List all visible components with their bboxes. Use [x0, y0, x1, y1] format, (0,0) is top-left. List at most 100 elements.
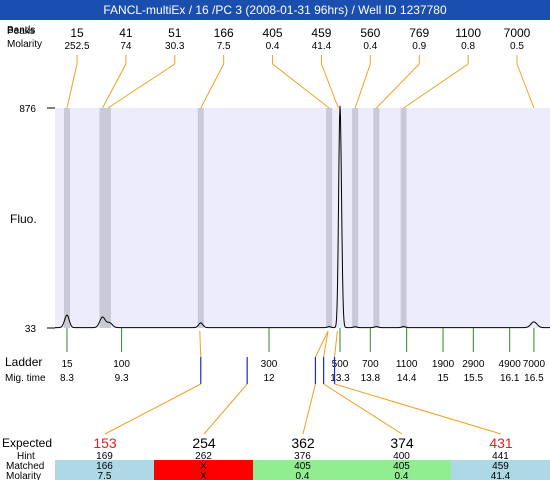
matched-value: 405: [294, 461, 311, 472]
peak-molarity-label: 0.4: [266, 41, 280, 52]
peak-molarity-label: 0.9: [412, 41, 426, 52]
peak-connector: [403, 63, 469, 109]
gel-band: [400, 108, 407, 328]
expected-connector: [323, 383, 403, 435]
gel-band: [99, 108, 106, 328]
peaks-row-label: Peaks: [7, 26, 35, 37]
matched-connector: [334, 330, 338, 358]
ladder-size-label: 100: [113, 359, 130, 370]
migration-time-label: 12: [263, 373, 275, 384]
peak-molarity-label: 0.5: [510, 41, 524, 52]
migration-time-label: 13.3: [330, 373, 350, 384]
expected-value: 153: [93, 435, 117, 451]
peak-molarity-label: 30.3: [165, 41, 185, 52]
ladder-size-label: 1100: [396, 359, 418, 370]
gel-band: [326, 108, 333, 328]
ladder-size-label: 300: [261, 359, 278, 370]
expected-value: 374: [390, 435, 414, 451]
match-status-cell: [253, 460, 352, 480]
migration-time-label: 14.4: [397, 373, 417, 384]
ladder-row-label: Ladder: [5, 355, 42, 369]
matched-connector: [314, 330, 329, 358]
peak-molarity-label: 252.5: [64, 41, 89, 52]
migration-time-label: 15.5: [464, 373, 484, 384]
ladder-size-label: 4900: [499, 359, 522, 370]
gel-band: [64, 108, 70, 328]
peak-connector: [320, 63, 339, 109]
hint-value: 441: [492, 451, 509, 462]
matched-value: 166: [96, 461, 113, 472]
matched-connector: [323, 330, 329, 358]
peak-size-label: 7000: [504, 26, 531, 40]
expected-value: 362: [291, 435, 315, 451]
ladder-size-label: 700: [362, 359, 379, 370]
hint-value: 169: [96, 451, 113, 462]
molarity-row-label: Molarity: [6, 471, 41, 480]
peak-size-label: 769: [409, 26, 429, 40]
gel-band: [104, 108, 111, 328]
peak-size-label: 41: [119, 26, 133, 40]
peak-molarity-label: 41.4: [312, 41, 332, 52]
migration-time-label: 13.8: [361, 373, 381, 384]
expected-row-label: Expected: [2, 436, 52, 450]
peak-connector: [376, 63, 420, 109]
hint-value: 376: [294, 451, 311, 462]
ladder-size-label: 15: [61, 359, 73, 370]
peak-size-label: 560: [360, 26, 380, 40]
hint-row-label: Hint: [17, 451, 35, 462]
peak-molarity-label: 0.8: [461, 41, 475, 52]
peak-molarity-label: 7.5: [217, 41, 231, 52]
peak-connector: [66, 63, 78, 109]
migration-time-label: 15: [437, 373, 449, 384]
y-tick-label: 33: [25, 324, 37, 335]
matched-value: 459: [492, 461, 509, 472]
migration-time-label: 16.5: [524, 373, 544, 384]
migration-time-label: 16.1: [500, 373, 520, 384]
matched-molarity-value: 0.4: [296, 471, 310, 480]
hint-value: 400: [393, 451, 410, 462]
migration-time-label: 9.3: [115, 373, 129, 384]
migration-time-label: 8.3: [60, 373, 74, 384]
match-status-cell: [352, 460, 451, 480]
peak-size-label: 459: [311, 26, 331, 40]
match-status-cell: [451, 460, 550, 480]
plot-area: [55, 108, 550, 328]
ladder-size-label: 2900: [462, 359, 485, 370]
match-status-cell: [55, 460, 154, 480]
peak-connector: [354, 63, 371, 109]
expected-connector: [334, 383, 502, 435]
peak-size-label: 15: [70, 26, 84, 40]
matched-molarity-value: 41.4: [491, 471, 511, 480]
peak-connector: [107, 63, 176, 109]
matched-molarity-value: X: [200, 471, 207, 480]
ladder-size-label: 500: [332, 359, 349, 370]
expected-connector: [302, 383, 316, 435]
peak-size-label: 1100: [455, 26, 481, 40]
expected-connector: [104, 383, 202, 435]
ladder-size-label: 7000: [523, 359, 546, 370]
matched-value: 405: [393, 461, 410, 472]
y-tick-label: 876: [19, 104, 36, 115]
y-axis-label: Fluo.: [10, 212, 37, 226]
expected-value: 254: [192, 435, 216, 451]
molarity-row-label: Molarity: [7, 39, 42, 50]
hint-value: 262: [195, 451, 212, 462]
peak-size-label: 166: [214, 26, 234, 40]
gel-band: [197, 108, 204, 328]
peak-connector: [200, 63, 225, 109]
peak-connector: [516, 63, 535, 109]
peak-molarity-label: 0.4: [363, 41, 377, 52]
fluorescence-trace: [55, 105, 550, 329]
peak-molarity-label: 74: [120, 41, 132, 52]
bands-row-label-overlap: Bands: [7, 25, 35, 36]
matched-molarity-value: 0.4: [395, 471, 409, 480]
matched-molarity-value: 7.5: [98, 471, 112, 480]
expected-connector: [203, 383, 248, 435]
window-title: FANCL-multiEx / 16 /PC 3 (2008-01-31 96h…: [0, 0, 550, 20]
migration-time-row-label: Mig. time: [5, 373, 46, 384]
match-status-cell: [154, 460, 253, 480]
matched-connector: [199, 330, 202, 358]
matched-row-label: Matched: [6, 461, 44, 472]
matched-value: X: [200, 461, 207, 472]
peak-size-label: 51: [168, 26, 182, 40]
